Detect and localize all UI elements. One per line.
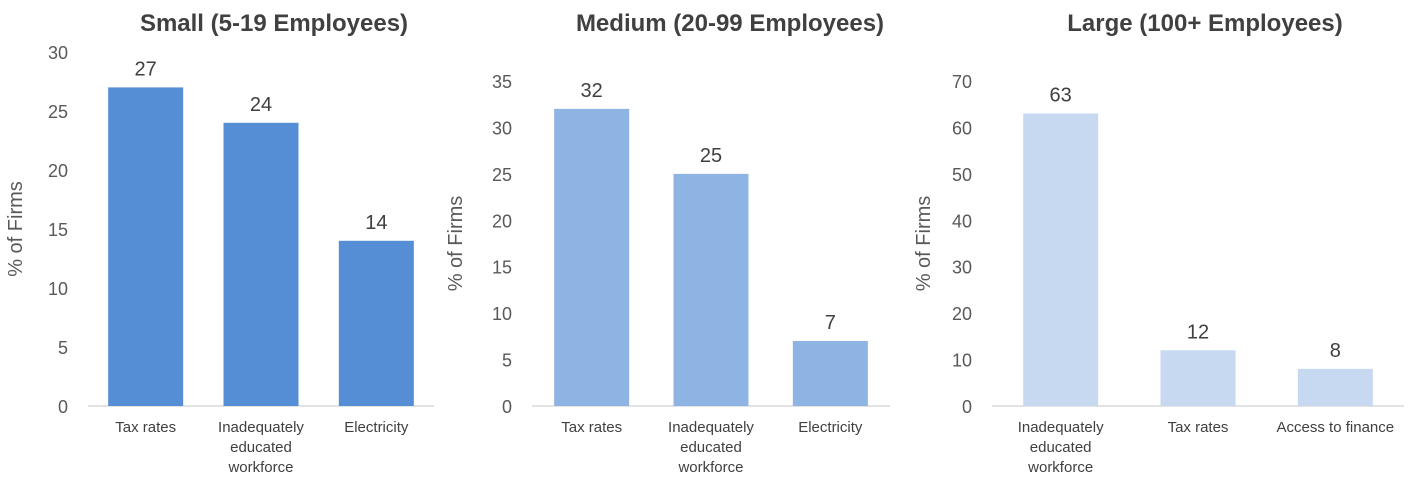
- x-tick-label: Electricity: [344, 419, 409, 436]
- data-label: 12: [1187, 321, 1209, 343]
- chart-medium: Medium (20-99 Employees) 0 5 10 15 20 25 30 35%…: [440, 0, 920, 483]
- y-tick-label: 5: [58, 338, 68, 358]
- y-tick-label: 0: [502, 397, 512, 417]
- bar: [792, 341, 868, 406]
- chart-plot: 0 5 10 15 20 25 30 % of Firms 27 24 14: [5, 43, 434, 417]
- chart-plot: 0 5 10 15 20 25 30 35 % of Firms 32 25 7: [445, 72, 890, 417]
- bar: [554, 108, 630, 406]
- x-tick-label: Inadequately educated workforce: [668, 419, 754, 476]
- y-tick-label: 60: [952, 118, 972, 138]
- bar: [1160, 350, 1236, 406]
- data-label: 63: [1050, 85, 1072, 107]
- x-tick-label: Inadequately educated workforce: [218, 419, 304, 476]
- y-tick-label: 15: [48, 220, 68, 240]
- chart-small: Small (5-19 Employees) 0 5 10 15 20 25 30 % of …: [0, 0, 460, 483]
- y-tick-label: 10: [952, 351, 972, 371]
- y-tick-label: 25: [492, 165, 512, 185]
- y-tick-label: 20: [492, 211, 512, 231]
- x-tick-label: Tax rates: [1167, 419, 1229, 436]
- y-axis-label: % of Firms: [5, 181, 27, 277]
- chart-title: Large (100+ Employees): [1067, 10, 1343, 37]
- chart-plot: 0 10 20 30 40 50 60 70 % of Firms 63 12 8: [913, 72, 1404, 417]
- y-tick-label: 5: [502, 351, 512, 371]
- y-tick-label: 30: [48, 43, 68, 63]
- bar: [673, 173, 749, 406]
- bar: [1023, 113, 1099, 406]
- y-tick-label: 10: [492, 304, 512, 324]
- y-tick-label: 15: [492, 258, 512, 278]
- y-tick-label: 20: [952, 304, 972, 324]
- bar: [338, 240, 414, 406]
- y-tick-label: 10: [48, 279, 68, 299]
- y-tick-label: 20: [48, 161, 68, 181]
- data-label: 32: [581, 80, 603, 102]
- data-label: 25: [700, 145, 722, 167]
- y-tick-label: 40: [952, 211, 972, 231]
- y-tick-label: 30: [492, 118, 512, 138]
- data-label: 14: [365, 212, 387, 234]
- x-tick-label: Tax rates: [115, 419, 177, 436]
- y-tick-label: 25: [48, 102, 68, 122]
- data-label: 27: [135, 58, 157, 80]
- data-label: 24: [250, 94, 272, 116]
- y-tick-label: 70: [952, 72, 972, 92]
- y-tick-label: 50: [952, 165, 972, 185]
- y-axis-label: % of Firms: [913, 196, 935, 292]
- bar: [223, 122, 299, 407]
- y-tick-label: 30: [952, 258, 972, 278]
- x-tick-label: Tax rates: [561, 419, 623, 436]
- y-tick-label: 0: [58, 397, 68, 417]
- chart-large: Large (100+ Employees) 0 10 20 30 40 50 60 70 % …: [900, 0, 1410, 483]
- y-tick-label: 35: [492, 72, 512, 92]
- x-tick-label: Inadequately educated workforce: [1017, 419, 1104, 476]
- data-label: 8: [1330, 340, 1341, 362]
- y-tick-label: 0: [962, 397, 972, 417]
- bar: [108, 87, 184, 407]
- x-tick-label: Electricity: [798, 419, 863, 436]
- x-tick-label: Access to finance: [1276, 419, 1395, 436]
- chart-title: Small (5-19 Employees): [139, 10, 409, 37]
- y-axis-label: % of Firms: [445, 196, 467, 292]
- chart-title: Medium (20-99 Employees): [575, 10, 885, 37]
- data-label: 7: [825, 312, 836, 334]
- bar: [1297, 368, 1373, 406]
